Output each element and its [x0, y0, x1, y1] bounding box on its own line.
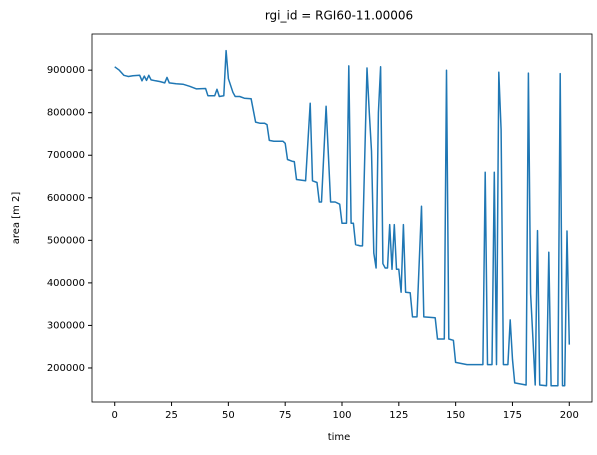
y-tick-label: 500000 — [47, 235, 85, 246]
y-tick-label: 900000 — [47, 65, 85, 76]
x-axis-label: time — [328, 432, 351, 443]
y-tick-label: 400000 — [47, 278, 85, 289]
y-axis-label: area [m 2] — [11, 192, 22, 245]
x-tick-label: 150 — [446, 410, 465, 421]
x-tick-label: 0 — [112, 410, 118, 421]
y-tick-label: 600000 — [47, 193, 85, 204]
x-tick-label: 75 — [279, 410, 292, 421]
y-tick-label: 700000 — [47, 150, 85, 161]
chart-title: rgi_id = RGI60-11.00006 — [265, 9, 413, 23]
data-line — [114, 49, 571, 387]
x-tick-label: 200 — [560, 410, 579, 421]
x-tick-label: 100 — [332, 410, 351, 421]
y-tick-label: 300000 — [47, 320, 85, 331]
y-tick-label: 800000 — [47, 108, 85, 119]
x-tick-label: 125 — [389, 410, 408, 421]
x-tick-label: 50 — [222, 410, 235, 421]
x-tick-label: 25 — [165, 410, 178, 421]
y-tick-label: 200000 — [47, 363, 85, 374]
axes-frame — [91, 33, 593, 403]
x-tick-label: 175 — [503, 410, 522, 421]
